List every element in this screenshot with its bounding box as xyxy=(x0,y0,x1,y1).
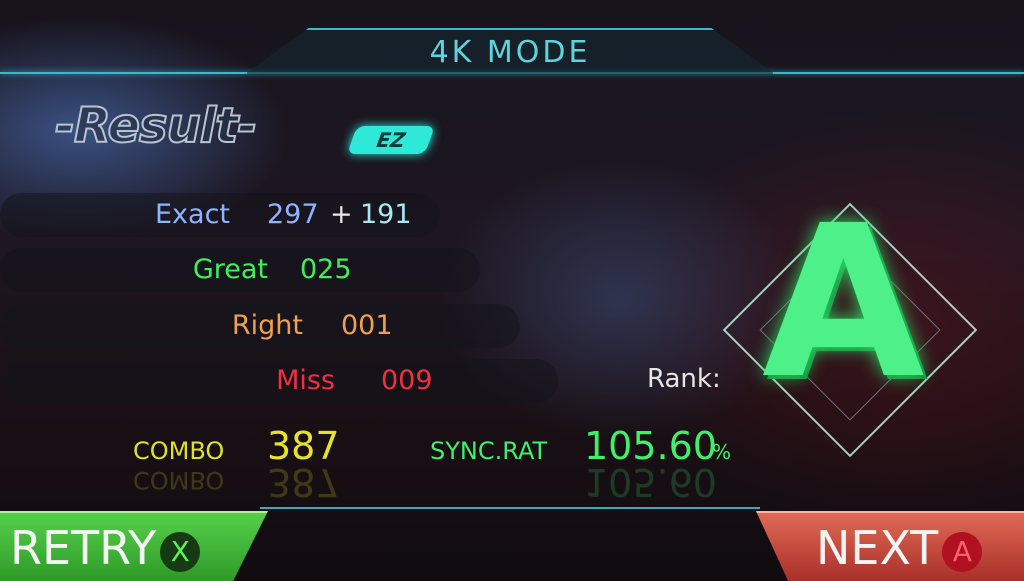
judgement-value: 009 xyxy=(381,365,433,396)
sync-label: SYNC.RAT xyxy=(430,437,548,465)
rank-label: Rank: xyxy=(647,364,721,394)
judgement-value: 025 xyxy=(300,254,352,285)
combo-value-reflection: 387 xyxy=(267,460,340,504)
judgement-label: Great xyxy=(192,254,268,285)
combo-label: COMBO xyxy=(133,437,225,465)
bonus-value: 191 xyxy=(360,199,412,230)
sync-value-reflection: 105.60 xyxy=(584,460,717,504)
rank-grade: A xyxy=(762,180,925,425)
bottom-divider xyxy=(260,507,760,509)
sync-unit: % xyxy=(712,440,732,464)
judgement-label: Miss xyxy=(276,365,335,396)
next-button[interactable]: NEXT A xyxy=(756,511,1024,581)
combo-label-reflection: COMBO xyxy=(133,466,225,494)
judgement-value: 001 xyxy=(341,310,393,341)
judgement-row-exact: Exact 297 + 191 xyxy=(0,193,440,237)
combo-value: 387 xyxy=(267,424,340,468)
difficulty-badge: EZ xyxy=(346,126,436,154)
retry-label: RETRY xyxy=(10,521,157,575)
retry-button[interactable]: RETRY X xyxy=(0,511,268,581)
judgement-row-right: Right 001 xyxy=(0,304,520,348)
x-button-icon: X xyxy=(160,531,201,572)
sync-value: 105.60 xyxy=(584,424,717,468)
plus-sign: + xyxy=(330,199,353,230)
judgement-label: Exact xyxy=(154,199,230,230)
result-heading: -Result- xyxy=(54,97,258,155)
judgement-value: 297 xyxy=(267,199,319,230)
judgement-row-great: Great 025 xyxy=(0,248,480,292)
mode-title: 4K MODE xyxy=(245,28,775,74)
judgement-label: Right xyxy=(231,310,303,341)
judgement-row-miss: Miss 009 xyxy=(0,359,558,403)
a-button-icon: A xyxy=(942,531,983,572)
next-label: NEXT xyxy=(816,521,939,575)
